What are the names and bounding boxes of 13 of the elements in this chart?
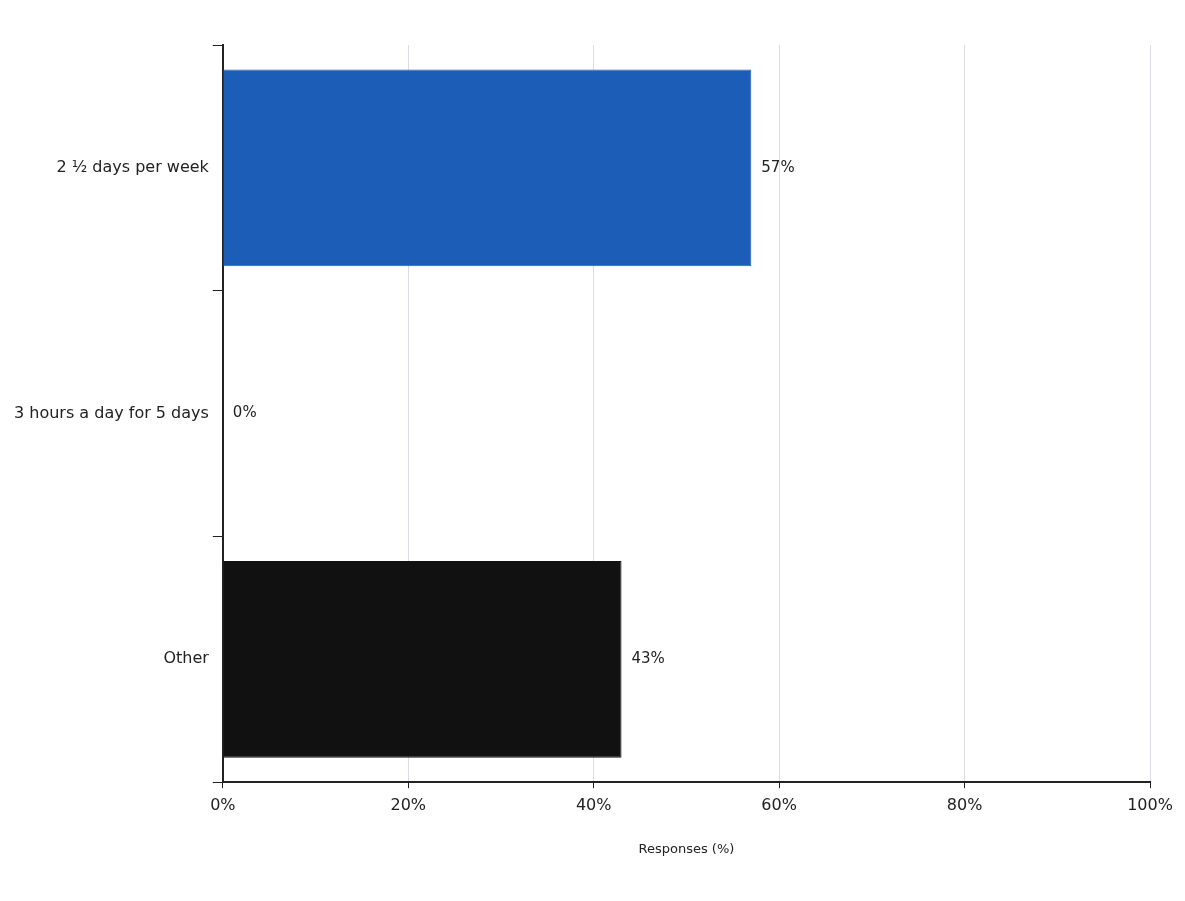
data-label: 57%	[761, 157, 795, 176]
data-label: 0%	[232, 403, 257, 422]
x-tick-label: 20%	[390, 794, 427, 814]
y-tick-label: Other	[163, 648, 210, 668]
x-tick-label: 100%	[1127, 794, 1173, 814]
x-tick-label: 60%	[761, 794, 797, 814]
y-tick-label: 3 hours a day for 5 days	[14, 402, 209, 422]
data-label: 43%	[631, 649, 665, 668]
y-tick-label: 2 ½ days per week	[56, 157, 210, 177]
x-tick-label: 80%	[946, 794, 983, 814]
x-tick-label: 40%	[575, 794, 612, 814]
x-tick-label: 0%	[210, 794, 236, 814]
x-axis-title: Responses (%)	[638, 840, 735, 856]
